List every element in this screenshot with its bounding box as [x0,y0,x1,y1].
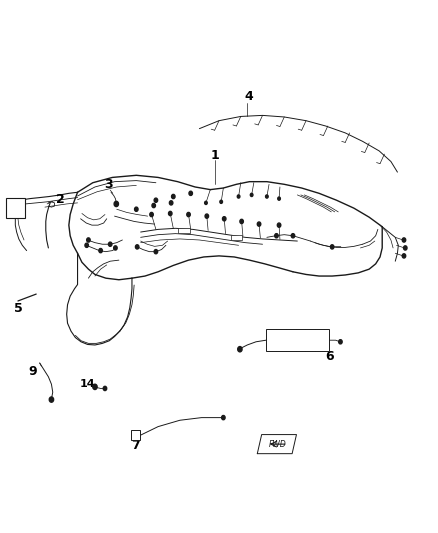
Circle shape [278,197,280,200]
Circle shape [99,248,102,253]
Circle shape [220,200,223,204]
Circle shape [169,212,172,216]
Text: 14: 14 [80,379,95,389]
Circle shape [154,249,158,254]
Bar [266,329,329,351]
Circle shape [49,397,53,402]
Circle shape [277,223,281,227]
Circle shape [265,195,268,198]
Circle shape [223,216,226,221]
Text: 4: 4 [244,90,253,103]
Circle shape [150,213,153,216]
Bar [231,235,242,240]
Circle shape [403,246,407,250]
Circle shape [114,201,118,207]
Circle shape [237,195,240,198]
Circle shape [154,198,158,203]
Circle shape [152,204,155,208]
Circle shape [339,340,342,344]
Circle shape [85,243,88,247]
Circle shape [87,238,90,242]
Text: 7: 7 [131,439,140,452]
Circle shape [291,233,295,238]
Text: 1: 1 [210,149,219,161]
Circle shape [103,386,107,391]
Text: FWD: FWD [269,440,286,449]
Circle shape [109,242,112,246]
Circle shape [238,346,242,352]
Text: 2: 2 [56,193,64,206]
Bar [178,228,190,233]
Text: 3: 3 [104,178,112,191]
Text: 5: 5 [14,302,23,316]
Circle shape [114,246,117,250]
Circle shape [205,214,208,218]
Circle shape [251,193,253,197]
Text: 9: 9 [28,365,37,378]
Circle shape [172,195,175,199]
Circle shape [187,213,190,216]
Text: 6: 6 [326,350,334,363]
Circle shape [93,384,97,390]
Circle shape [135,245,139,249]
Circle shape [170,201,173,205]
Circle shape [257,222,261,226]
Circle shape [402,254,406,258]
Bar [6,198,25,218]
Circle shape [134,207,138,212]
Circle shape [189,191,192,196]
Circle shape [205,201,207,205]
Bar [131,430,140,440]
Circle shape [240,219,244,223]
Circle shape [330,245,334,249]
Circle shape [275,233,278,238]
Circle shape [402,238,406,242]
Circle shape [222,416,225,419]
